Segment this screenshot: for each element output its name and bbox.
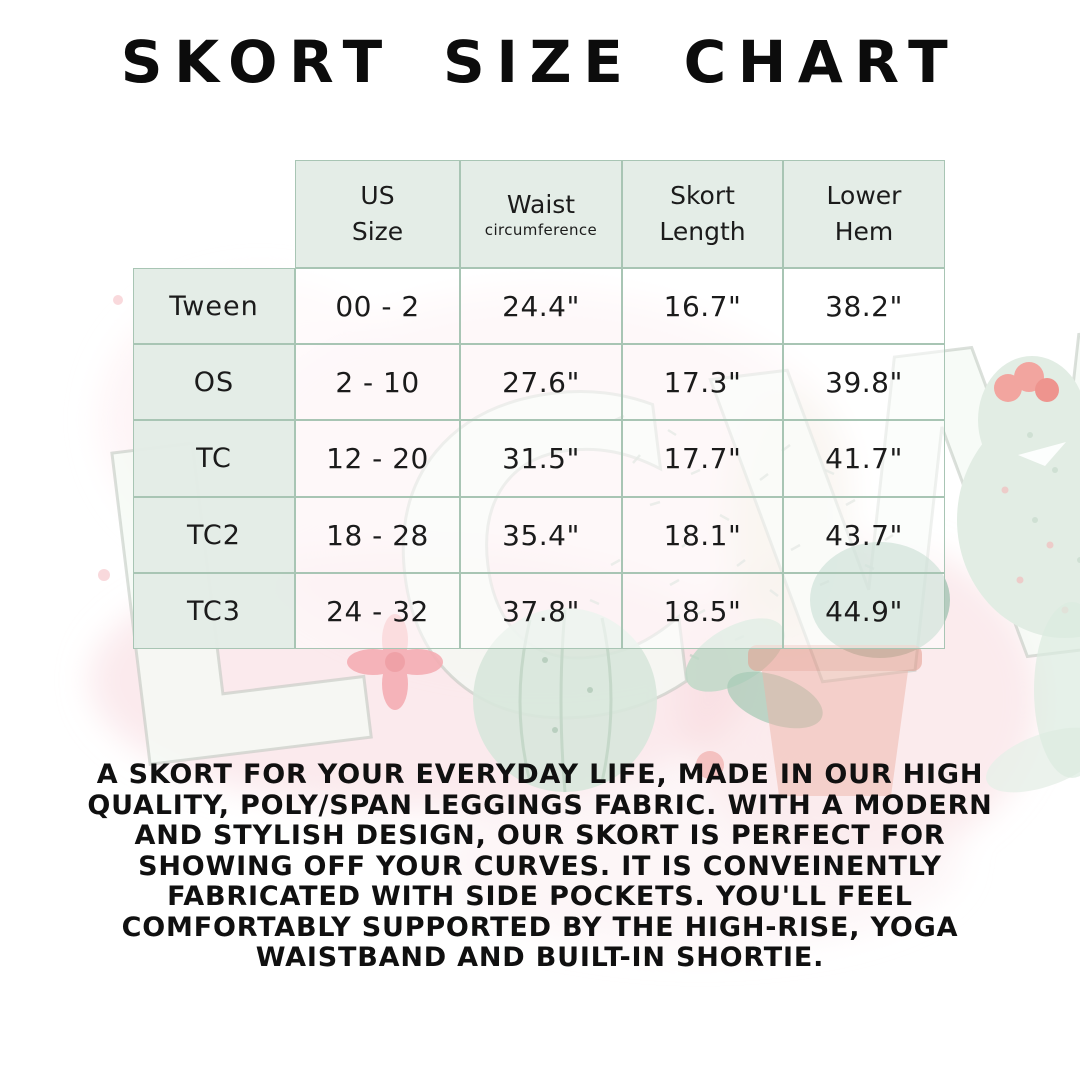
- table-cell: 16.7": [622, 268, 783, 344]
- row-label: OS: [133, 344, 295, 420]
- table-cell: 39.8": [783, 344, 945, 420]
- row-label: Tween: [133, 268, 295, 344]
- table-cell: 31.5": [460, 420, 622, 497]
- header-line: Length: [659, 217, 746, 246]
- table-cell: 18 - 28: [295, 497, 460, 573]
- col-header-skort-length: Skort Length: [622, 160, 783, 268]
- col-header-us-size: US Size: [295, 160, 460, 268]
- table-cell: 17.7": [622, 420, 783, 497]
- table-cell: 24 - 32: [295, 573, 460, 649]
- row-label: TC2: [133, 497, 295, 573]
- table-cell: 41.7": [783, 420, 945, 497]
- header-line: Size: [351, 217, 404, 246]
- size-table: US Size Waist circumference Skort Length…: [133, 160, 945, 649]
- col-header-lower-hem: Lower Hem: [783, 160, 945, 268]
- table-cell: 18.1": [622, 497, 783, 573]
- table-cell: 18.5": [622, 573, 783, 649]
- table-cell: 35.4": [460, 497, 622, 573]
- page-title: SKORT SIZE CHART: [120, 28, 960, 96]
- header-line: Skort: [670, 180, 735, 210]
- table-corner-spacer: [133, 160, 295, 268]
- table-cell: 44.9": [783, 573, 945, 649]
- header-line: US: [360, 180, 395, 210]
- table-cell: 43.7": [783, 497, 945, 573]
- header-line: Hem: [834, 217, 894, 246]
- table-cell: 37.8": [460, 573, 622, 649]
- table-cell: 24.4": [460, 268, 622, 344]
- header-line: Waist: [506, 189, 576, 219]
- table-cell: 12 - 20: [295, 420, 460, 497]
- header-subline: circumference: [484, 220, 598, 239]
- table-cell: 00 - 2: [295, 268, 460, 344]
- description: A SKORT FOR YOUR EVERYDAY LIFE, MADE IN …: [87, 759, 993, 973]
- table-cell: 38.2": [783, 268, 945, 344]
- watermark-leaves: [98, 295, 1080, 793]
- table-cell: 27.6": [460, 344, 622, 420]
- row-label: TC: [133, 420, 295, 497]
- col-header-waist: Waist circumference: [460, 160, 622, 268]
- header-line: Lower: [826, 180, 902, 210]
- table-cell: 2 - 10: [295, 344, 460, 420]
- table-cell: 17.3": [622, 344, 783, 420]
- row-label: TC3: [133, 573, 295, 649]
- watermark-prickly-pear-cactus: [957, 356, 1080, 638]
